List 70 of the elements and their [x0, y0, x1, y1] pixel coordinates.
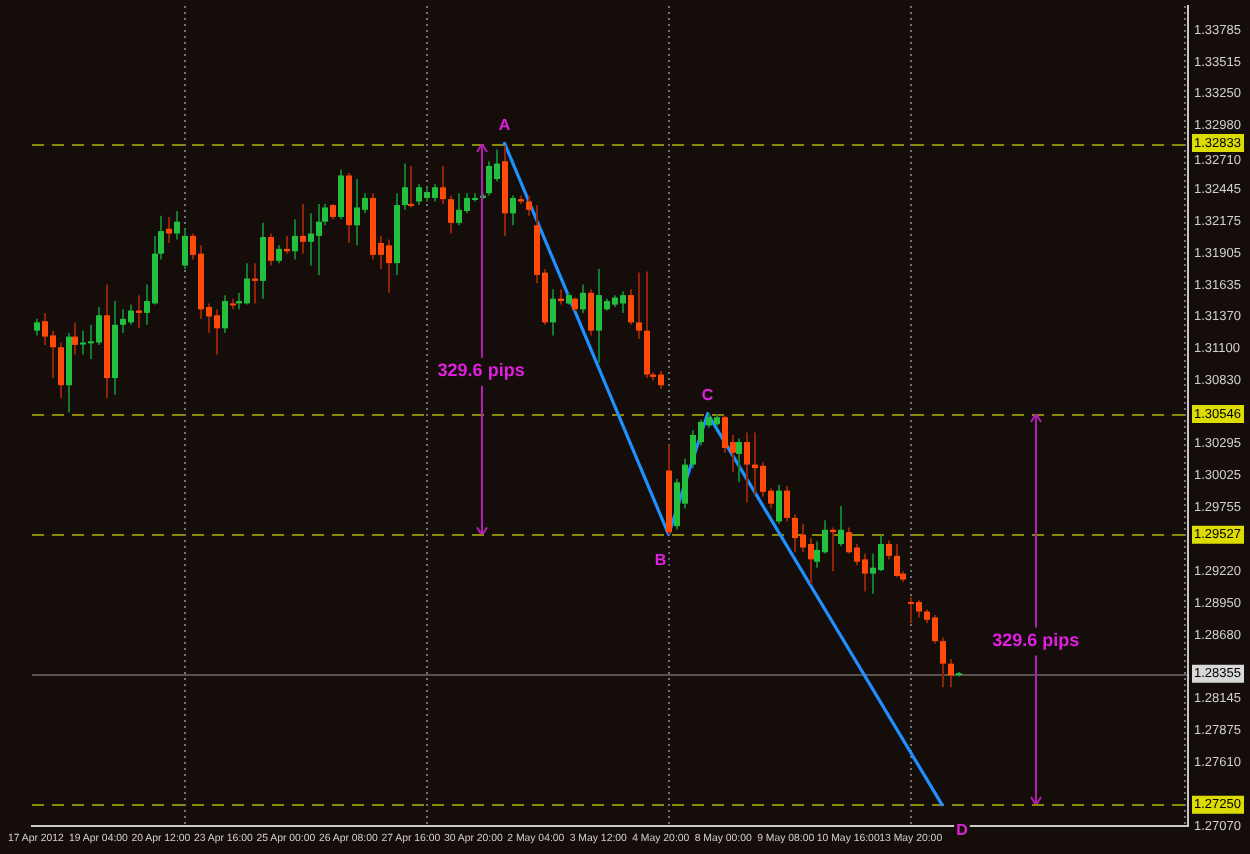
candlestick — [822, 519, 828, 555]
candlestick — [588, 288, 594, 337]
annotation: B — [654, 550, 667, 569]
candlestick — [628, 288, 634, 326]
candlestick — [800, 522, 806, 554]
candlestick — [244, 262, 250, 306]
candlestick — [72, 321, 78, 356]
candlestick — [784, 484, 790, 523]
candlestick — [416, 182, 422, 207]
candlestick — [464, 192, 470, 215]
candlestick — [846, 526, 852, 555]
candlestick — [736, 437, 742, 484]
candlestick — [870, 552, 876, 595]
candlestick — [214, 308, 220, 356]
candlestick — [80, 329, 86, 356]
candlestick — [550, 288, 556, 337]
candlestick — [268, 232, 274, 267]
candlestick — [596, 268, 602, 364]
candlestick — [120, 308, 126, 335]
annotation: D — [956, 821, 969, 840]
candlestick — [932, 614, 938, 645]
candlestick — [338, 168, 344, 221]
candlestick — [862, 552, 868, 593]
candlestick — [128, 303, 134, 326]
annotation: A — [498, 115, 511, 134]
candlestick — [354, 178, 360, 247]
candlestick — [222, 294, 228, 335]
candlestick — [166, 215, 172, 244]
candlestick — [722, 415, 728, 454]
candlestick — [690, 429, 696, 470]
candlestick — [448, 194, 454, 235]
candlestick — [300, 202, 306, 255]
candlestick — [908, 596, 914, 625]
candlestick — [580, 283, 586, 314]
candlestick — [50, 329, 56, 380]
candlestick — [96, 305, 102, 346]
candlestick — [308, 212, 314, 267]
candlestick — [878, 534, 884, 573]
candlestick — [42, 311, 48, 346]
candlestick — [894, 542, 900, 579]
annotation: 329.6 pips — [437, 359, 525, 380]
candlestick — [292, 218, 298, 261]
candlestick — [316, 202, 322, 276]
candlestick — [644, 270, 650, 380]
candlestick — [744, 431, 750, 504]
candlestick — [182, 227, 188, 271]
candlestick — [940, 636, 946, 689]
candlestick — [886, 539, 892, 561]
candlestick — [402, 162, 408, 211]
candlestick — [792, 513, 798, 554]
annotation: 329.6 pips — [992, 630, 1080, 651]
candlestick — [760, 461, 766, 498]
candlestick — [948, 657, 954, 689]
candlestick — [440, 164, 446, 205]
candlestick — [58, 341, 64, 400]
candlestick — [808, 537, 814, 586]
candlestick — [88, 323, 94, 361]
candlestick — [408, 164, 414, 209]
candlestick — [456, 192, 462, 227]
candlestick — [838, 505, 844, 548]
candlestick — [174, 210, 180, 241]
candlestick — [510, 194, 516, 227]
candlestick — [486, 160, 492, 197]
candlestick — [260, 221, 266, 300]
annotation: C — [701, 386, 714, 405]
candlestick — [776, 483, 782, 525]
candlestick — [636, 271, 642, 340]
candlestick — [526, 194, 532, 217]
candlestick — [620, 290, 626, 314]
candlestick — [386, 238, 392, 294]
